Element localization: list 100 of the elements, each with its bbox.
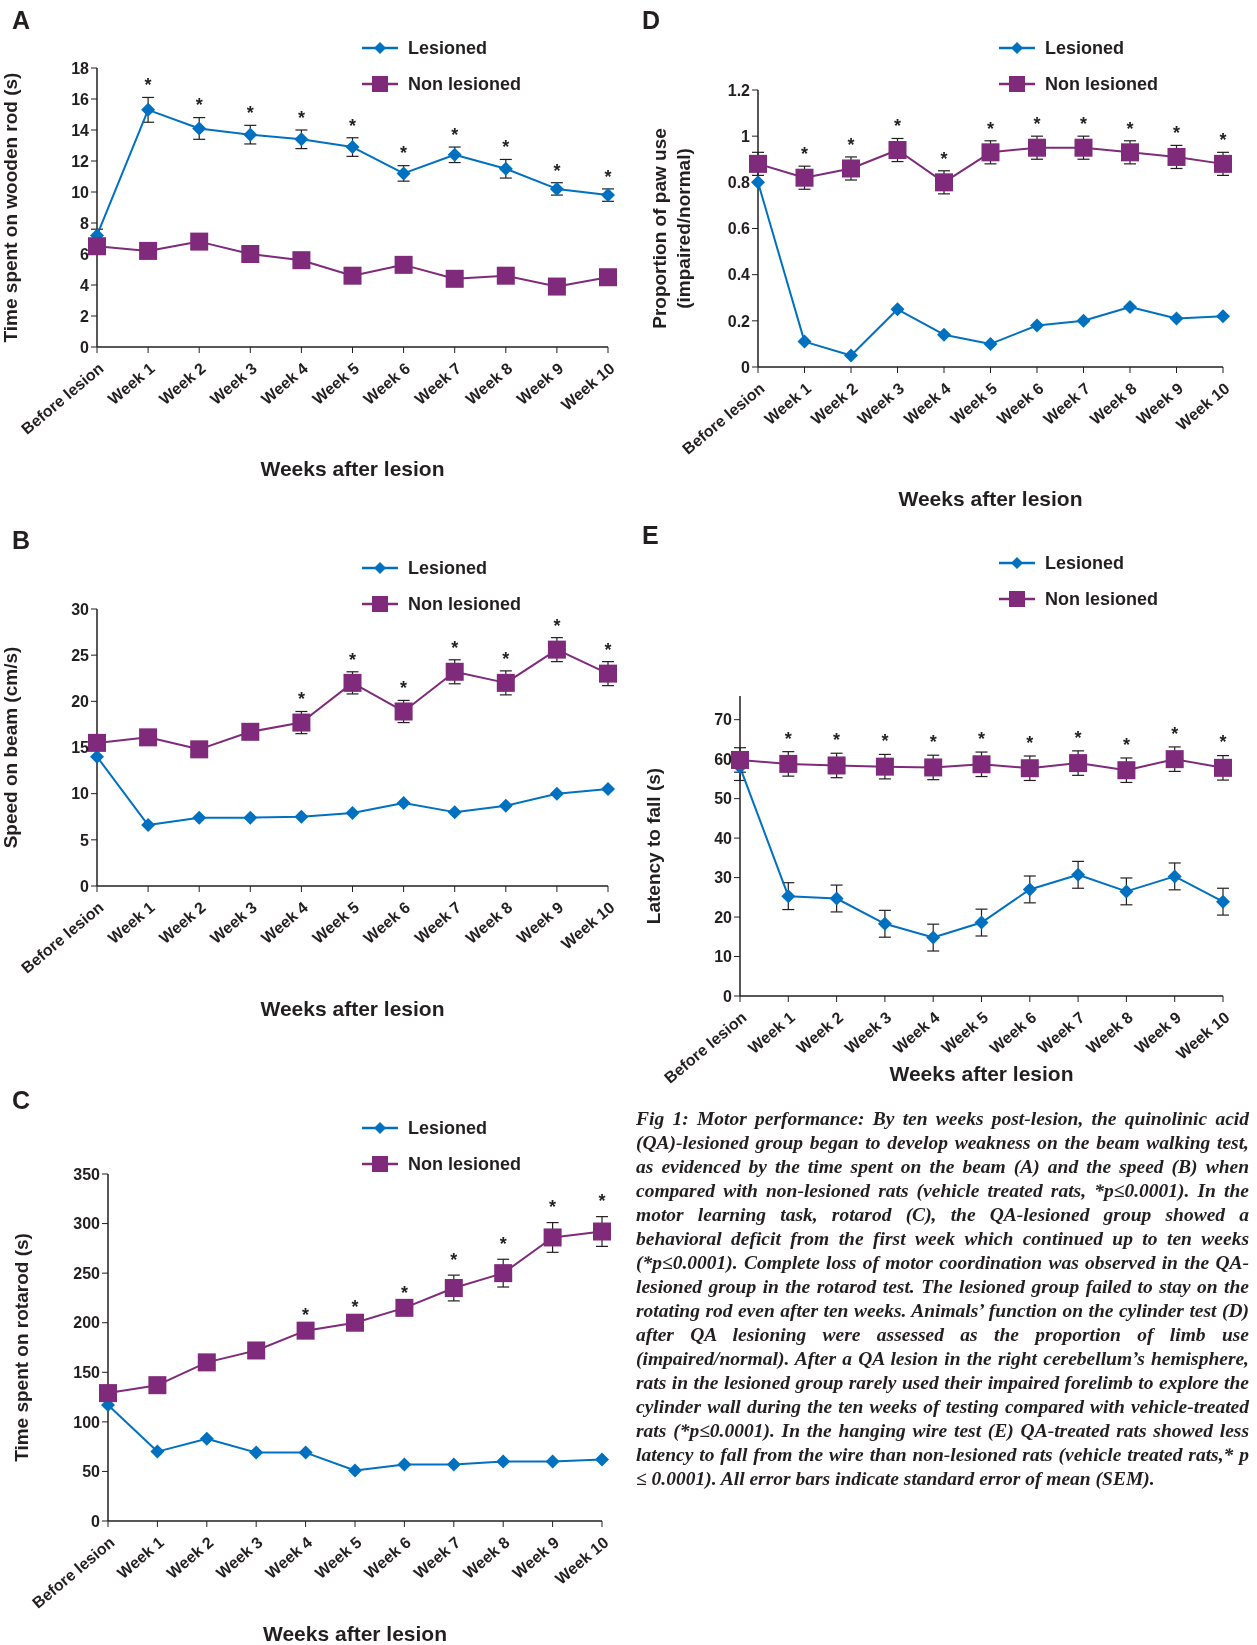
y-tick-label: 1.2	[727, 81, 751, 99]
y-tick-label: 0.8	[727, 174, 751, 192]
point	[292, 251, 311, 270]
point	[1030, 318, 1044, 333]
point	[397, 1457, 412, 1472]
annotation: *	[450, 1249, 458, 1270]
point	[890, 302, 905, 317]
point	[1169, 311, 1184, 326]
point	[249, 1445, 264, 1460]
y-tick-label: 0	[80, 338, 90, 356]
y-tick-label: 10	[71, 785, 90, 803]
point	[601, 782, 615, 797]
chart-title: C	[12, 1086, 31, 1115]
y-tick-label: 0.6	[727, 220, 751, 238]
point	[99, 1384, 117, 1403]
annotation: *	[195, 95, 203, 116]
legend-label: Non lesioned	[408, 594, 522, 614]
point	[445, 269, 464, 288]
y-tick-label: 1	[741, 127, 751, 145]
point	[1022, 882, 1037, 897]
y-tick-label: 0.4	[727, 266, 751, 284]
point	[877, 916, 892, 931]
annotation: *	[553, 615, 561, 636]
y-tick-label: 300	[73, 1215, 101, 1233]
point	[494, 1264, 513, 1283]
point	[731, 750, 749, 769]
y-tick-label: 2	[80, 307, 90, 325]
point	[781, 889, 796, 904]
legend-label: Non lesioned	[1045, 74, 1159, 94]
point	[924, 758, 943, 777]
x-axis-title: Weeks after lesion	[898, 487, 1083, 510]
x-axis-title: Weeks after lesion	[262, 1622, 448, 1645]
annotation: *	[451, 124, 459, 145]
annotation: *	[1033, 114, 1041, 135]
point	[599, 664, 617, 683]
point	[247, 1341, 266, 1360]
point	[1123, 299, 1137, 314]
point	[829, 891, 844, 906]
annotation: *	[348, 115, 357, 136]
point	[974, 915, 989, 930]
annotation: *	[549, 1197, 557, 1218]
y-axis-title: Latency to fall (s)	[643, 767, 664, 925]
annotation: *	[847, 134, 855, 155]
annotation: *	[451, 637, 459, 658]
annotation: *	[881, 731, 889, 752]
annotation: *	[977, 728, 986, 749]
y-tick-label: 30	[714, 869, 733, 887]
y-tick-label: 20	[714, 908, 733, 926]
chart-title: E	[642, 521, 659, 550]
point	[141, 818, 156, 833]
annotation: *	[400, 678, 408, 699]
point	[1167, 147, 1186, 166]
y-axis-title: Time spent on wooden rod (s)	[0, 72, 21, 343]
point	[241, 245, 260, 263]
annotation: *	[400, 143, 408, 164]
chart-title: D	[642, 6, 661, 35]
y-tick-label: 25	[71, 646, 90, 664]
annotation: *	[351, 1297, 359, 1318]
point	[751, 175, 765, 190]
point	[1020, 759, 1039, 778]
y-tick-label: 12	[71, 152, 90, 170]
point	[1117, 761, 1136, 780]
x-axis-title: Weeks after lesion	[260, 457, 445, 480]
legend-label: Non lesioned	[1045, 589, 1159, 609]
point	[346, 1313, 364, 1332]
point	[1214, 758, 1232, 777]
legend-label: Lesioned	[1045, 38, 1125, 58]
point	[148, 1376, 167, 1395]
annotation: *	[297, 689, 305, 710]
point	[445, 662, 464, 681]
point	[797, 334, 812, 349]
point	[496, 1454, 511, 1469]
point	[141, 102, 156, 117]
point	[199, 1431, 214, 1446]
point	[593, 1222, 611, 1241]
point	[447, 805, 462, 820]
point	[192, 121, 207, 136]
point	[496, 673, 515, 692]
point	[190, 740, 209, 759]
point	[888, 141, 907, 160]
y-tick-label: 50	[82, 1463, 101, 1481]
point	[547, 640, 566, 659]
annotation: *	[348, 649, 357, 670]
point	[937, 327, 951, 342]
y-tick-label: 0	[723, 987, 733, 1005]
x-axis-title: Weeks after lesion	[260, 997, 445, 1020]
point	[88, 733, 106, 752]
y-tick-label: 50	[714, 790, 733, 808]
annotation: *	[144, 75, 152, 96]
y-tick-label: 30	[71, 600, 90, 618]
point	[298, 1445, 313, 1460]
y-tick-label: 40	[714, 829, 733, 847]
point	[1167, 869, 1182, 884]
annotation: *	[1074, 727, 1082, 748]
point	[243, 810, 258, 825]
annotation: *	[800, 144, 809, 165]
annotation: *	[1126, 118, 1134, 139]
point	[827, 756, 846, 775]
annotation: *	[929, 732, 937, 753]
legend-label: Non lesioned	[408, 74, 522, 94]
